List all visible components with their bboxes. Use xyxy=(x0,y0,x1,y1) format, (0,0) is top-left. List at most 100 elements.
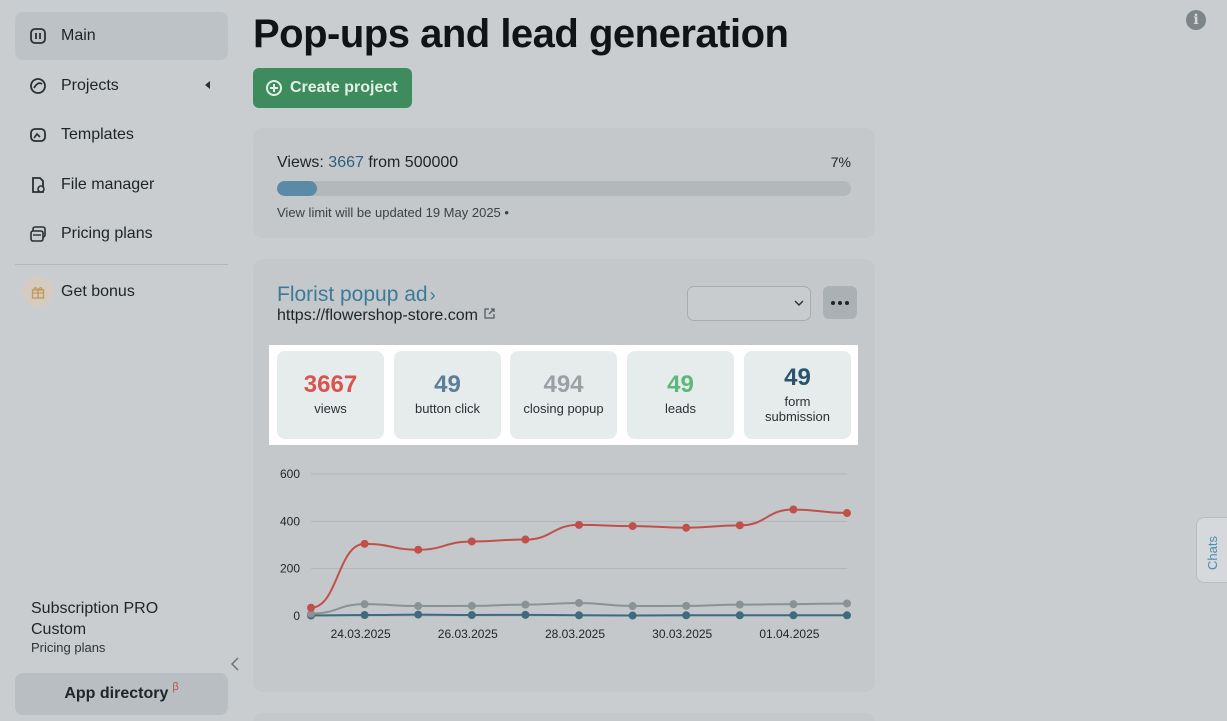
info-icon[interactable]: i xyxy=(1186,10,1206,30)
stat-form-submission: 49 form submission xyxy=(744,351,851,439)
stat-label: views xyxy=(314,401,347,416)
dot xyxy=(838,300,842,305)
chevron-left-icon[interactable] xyxy=(205,81,210,89)
dot xyxy=(845,300,849,305)
subscription-title: Subscription PRO Custom xyxy=(31,600,159,638)
project-card: Florist popup ad › https://flowershop-sto… xyxy=(253,259,875,692)
data-point xyxy=(467,537,476,546)
series-line xyxy=(310,508,848,609)
subscription-pricing-link[interactable]: Pricing plans xyxy=(31,640,106,655)
stat-label: form submission xyxy=(764,394,831,424)
sidebar-item-projects[interactable]: Projects xyxy=(15,62,228,110)
data-point xyxy=(628,611,637,620)
data-point xyxy=(414,602,423,611)
views-usage-card: Views: 3667 from 500000 7% View limit wi… xyxy=(253,128,875,238)
sidebar-item-file-manager[interactable]: File manager xyxy=(15,161,228,209)
data-point xyxy=(467,601,476,610)
stat-label: closing popup xyxy=(523,401,604,416)
data-point xyxy=(360,539,369,548)
data-point xyxy=(789,505,798,514)
stat-value: 3667 xyxy=(303,371,358,398)
stat-value: 49 xyxy=(784,364,811,391)
app-directory-label: App directory xyxy=(64,685,169,702)
data-point xyxy=(843,509,851,518)
data-point xyxy=(414,610,423,619)
sidebar-item-label: Projects xyxy=(61,77,119,94)
chats-label: Chats xyxy=(1205,536,1220,570)
stats-panel: 3667 views 49 button click 494 closing p… xyxy=(269,345,858,445)
data-point xyxy=(682,523,691,532)
sidebar-divider xyxy=(15,264,228,265)
data-point xyxy=(843,599,851,608)
sidebar-item-label: Templates xyxy=(61,126,134,143)
sidebar-item-label: File manager xyxy=(61,176,155,193)
views-progress-bar xyxy=(277,181,851,196)
data-point xyxy=(307,603,315,612)
next-project-card xyxy=(253,713,875,721)
data-point xyxy=(521,610,530,619)
limit-note: View limit will be updated 19 May 2025 • xyxy=(277,205,509,220)
sidebar-item-pricing-plans[interactable]: Pricing plans xyxy=(15,210,228,258)
data-point xyxy=(414,545,423,554)
views-percent: 7% xyxy=(830,154,851,170)
stat-value: 494 xyxy=(543,371,584,398)
x-tick-label: 30.03.2025 xyxy=(652,627,712,641)
data-point xyxy=(682,611,691,620)
stat-label: button click xyxy=(414,401,481,416)
data-point xyxy=(360,600,369,609)
chevron-right-icon: › xyxy=(429,285,436,305)
projects-icon xyxy=(29,77,47,95)
data-point xyxy=(735,611,744,620)
stat-value: 49 xyxy=(667,371,694,398)
sidebar-item-templates[interactable]: Templates xyxy=(15,111,228,159)
stat-label: leads xyxy=(664,401,697,416)
data-point xyxy=(789,600,798,609)
sidebar-item-get-bonus[interactable]: Get bonus xyxy=(15,268,228,316)
x-tick-label: 28.03.2025 xyxy=(545,627,605,641)
collapse-sidebar-icon[interactable] xyxy=(228,655,242,673)
page-title: Pop-ups and lead generation xyxy=(253,12,789,56)
y-tick-label: 400 xyxy=(280,514,300,528)
project-url-link[interactable]: https://flowershop-store.com xyxy=(277,307,496,325)
stat-closing-popup: 494 closing popup xyxy=(510,351,617,439)
chats-tab[interactable]: Chats xyxy=(1196,517,1227,583)
data-point xyxy=(307,609,315,618)
chevron-down-icon xyxy=(794,300,804,306)
sidebar-item-label: Main xyxy=(61,27,96,44)
sidebar-item-main[interactable]: Main xyxy=(15,12,228,60)
more-options-button[interactable] xyxy=(823,286,857,319)
pricing-icon xyxy=(29,225,47,243)
data-point xyxy=(628,602,637,611)
data-point xyxy=(735,521,744,530)
data-point xyxy=(360,611,369,620)
create-project-label: Create project xyxy=(290,79,398,96)
x-tick-label: 26.03.2025 xyxy=(438,627,498,641)
data-point xyxy=(521,600,530,609)
data-point xyxy=(682,601,691,610)
views-limit: from 500000 xyxy=(368,154,459,171)
external-link-icon xyxy=(483,307,496,325)
beta-badge: β xyxy=(172,681,179,693)
y-tick-label: 0 xyxy=(293,609,300,623)
stat-button-click: 49 button click xyxy=(394,351,501,439)
y-tick-label: 200 xyxy=(280,562,300,576)
sidebar: Main Projects Templates File manager Pri… xyxy=(0,0,244,721)
y-tick-label: 600 xyxy=(280,467,300,481)
views-usage-text: Views: 3667 from 500000 xyxy=(277,154,458,172)
views-used: 3667 xyxy=(328,154,364,171)
templates-icon xyxy=(29,126,47,144)
app-directory-button[interactable]: App directory β xyxy=(15,673,228,715)
create-project-button[interactable]: Create project xyxy=(253,68,412,108)
gift-icon xyxy=(23,277,53,307)
period-select[interactable] xyxy=(687,286,811,321)
project-title-link[interactable]: Florist popup ad › xyxy=(277,283,436,307)
x-tick-label: 01.04.2025 xyxy=(759,627,819,641)
stat-value: 49 xyxy=(434,371,461,398)
data-point xyxy=(628,522,637,531)
data-point xyxy=(575,611,583,620)
project-url: https://flowershop-store.com xyxy=(277,307,478,324)
project-title: Florist popup ad xyxy=(277,283,428,306)
sidebar-item-label: Pricing plans xyxy=(61,225,153,242)
sidebar-item-label: Get bonus xyxy=(61,283,135,300)
stat-views: 3667 views xyxy=(277,351,384,439)
